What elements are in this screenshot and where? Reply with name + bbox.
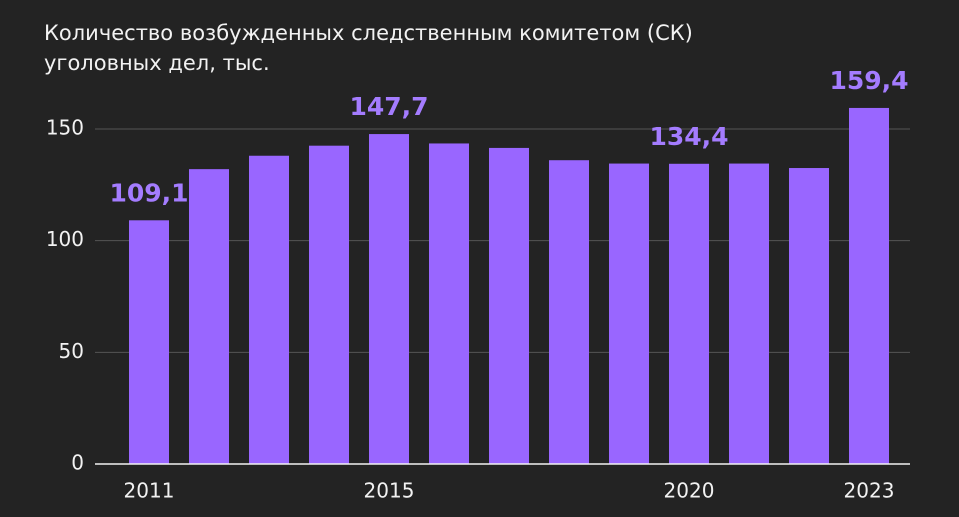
bar	[549, 160, 589, 464]
x-tick-label: 2011	[124, 479, 175, 503]
y-tick-label: 100	[46, 227, 84, 251]
x-tick-label: 2023	[844, 479, 895, 503]
bar	[789, 168, 829, 464]
bar	[489, 147, 529, 464]
bar	[429, 143, 469, 464]
bar	[849, 107, 889, 464]
bar	[669, 163, 709, 464]
y-tick-label: 150	[46, 115, 84, 139]
value-label: 147,7	[349, 92, 428, 121]
y-tick-label: 50	[59, 339, 84, 363]
bar	[129, 220, 169, 464]
bar	[309, 145, 349, 465]
bar	[609, 163, 649, 465]
value-label: 159,4	[829, 66, 908, 95]
y-tick-label: 0	[71, 451, 84, 475]
bar	[369, 134, 409, 464]
x-tick-label: 2020	[664, 479, 715, 503]
chart-title: Количество возбужденных следственным ком…	[44, 21, 693, 75]
value-label: 109,1	[109, 178, 188, 207]
value-label: 134,4	[649, 122, 728, 151]
bar	[249, 155, 289, 464]
bar	[729, 163, 769, 465]
x-tick-label: 2015	[364, 479, 415, 503]
bar	[189, 169, 229, 464]
